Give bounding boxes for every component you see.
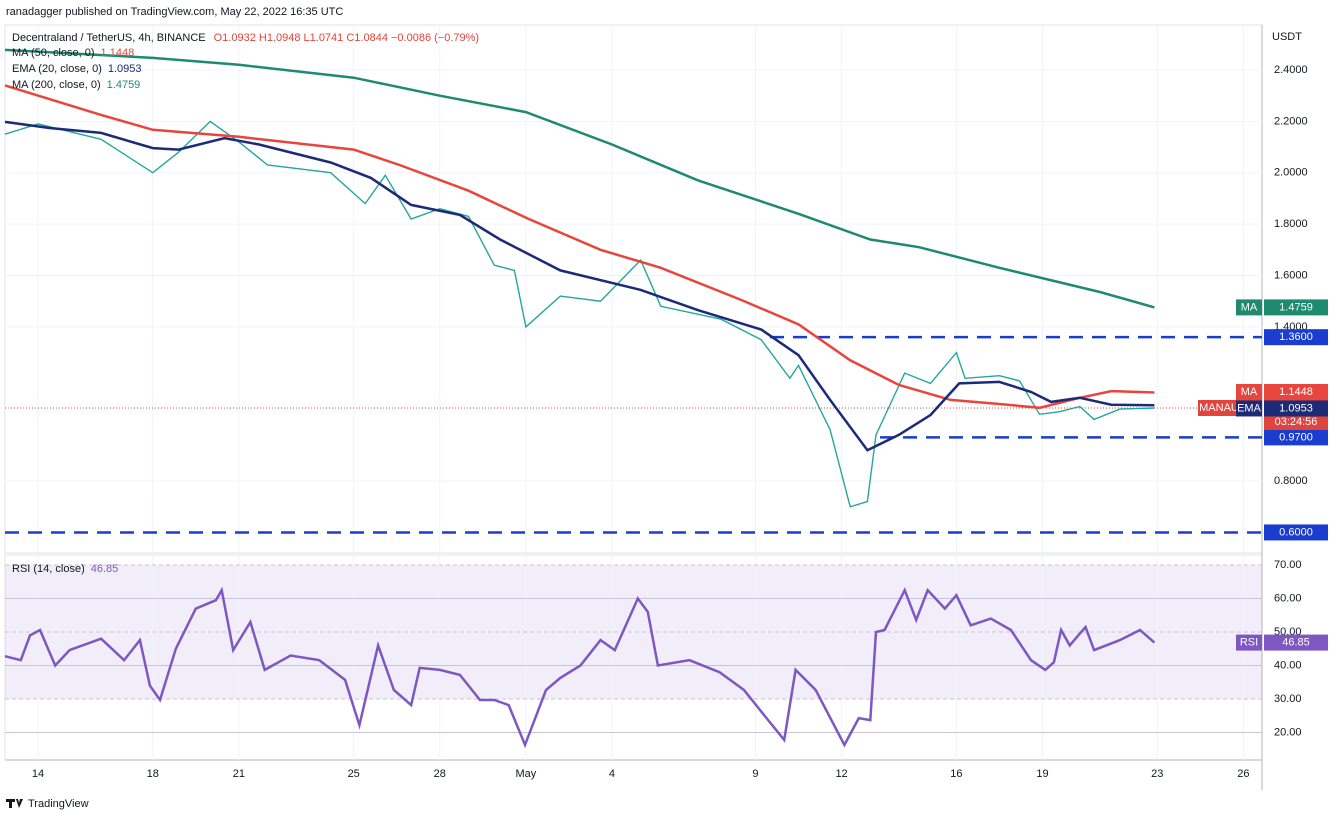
series-line	[4, 120, 1155, 508]
rsi-band	[5, 565, 1262, 700]
series-value-tag	[1264, 634, 1328, 651]
header: ranadagger published on TradingView.com,…	[6, 6, 343, 18]
legend-value: 1.1448	[101, 47, 135, 59]
series-line	[4, 120, 1155, 452]
level-tag	[1264, 329, 1328, 346]
legend-value: 1.0953	[108, 63, 142, 75]
y-tick-label: 2.2000	[1274, 115, 1308, 127]
x-tick-label: 16	[950, 768, 962, 780]
series-line	[4, 586, 1156, 749]
level-label: 1.3600	[1279, 331, 1313, 343]
legend-name: MA (200, close, 0)	[12, 79, 101, 91]
y-tick-label: 60.00	[1274, 592, 1302, 604]
y-tick-label: 40.00	[1274, 659, 1302, 671]
x-tick-label: 21	[233, 768, 245, 780]
series-tag	[1236, 634, 1262, 651]
x-tick-label: 9	[752, 768, 758, 780]
countdown: 03:24:56	[1275, 416, 1318, 428]
legend-name: RSI (14, close)	[12, 563, 85, 575]
y-tick-label: 70.00	[1274, 559, 1302, 571]
series-line	[4, 84, 1155, 410]
series-tag-name: RSI	[1240, 637, 1258, 649]
x-tick-label: 25	[348, 768, 360, 780]
y-tick-label: 2.4000	[1274, 64, 1308, 76]
y-tick-label: 1.8000	[1274, 218, 1308, 230]
legend-value: 1.4759	[107, 79, 141, 91]
series-value-tag	[1264, 383, 1328, 400]
series-tag-value: 1.1448	[1279, 386, 1313, 398]
level-label: 0.6000	[1279, 526, 1313, 538]
series-tag	[1236, 299, 1262, 316]
ohlc: O1.0932 H1.0948 L1.0741 C1.0844 −0.0086 …	[214, 32, 479, 44]
footer: TradingView	[28, 798, 89, 810]
level-tag	[1264, 524, 1328, 541]
x-tick-label: 28	[434, 768, 446, 780]
series-line	[4, 48, 1155, 309]
x-tick-label: May	[515, 768, 536, 780]
series-tag-value: 1.4759	[1279, 301, 1313, 313]
x-tick-label: 18	[147, 768, 159, 780]
y-tick-label: 0.8000	[1274, 475, 1308, 487]
series-tag	[1236, 400, 1262, 417]
y-tick-label: 20.00	[1274, 726, 1302, 738]
series-value-tag	[1264, 400, 1328, 417]
series-value-tag	[1264, 299, 1328, 316]
x-tick-label: 12	[835, 768, 847, 780]
series-tag	[1236, 383, 1262, 400]
level-tag	[1264, 429, 1328, 446]
series-tag-name: MA	[1241, 386, 1258, 398]
series-tag-value: 46.85	[1282, 637, 1310, 649]
series-tag-value: 1.0953	[1279, 402, 1313, 414]
footer-logo	[6, 799, 23, 808]
legend-name: MA (50, close, 0)	[12, 47, 95, 59]
y-tick-label: 1.6000	[1274, 269, 1308, 281]
axis-unit: USDT	[1272, 31, 1302, 43]
x-tick-label: 14	[32, 768, 44, 780]
x-tick-label: 23	[1151, 768, 1163, 780]
x-tick-label: 19	[1036, 768, 1048, 780]
series-tag-name: EMA	[1237, 402, 1262, 414]
y-tick-label: 2.0000	[1274, 167, 1308, 179]
legend-value: 46.85	[91, 563, 119, 575]
chart-title: Decentraland / TetherUS, 4h, BINANCE	[12, 32, 206, 44]
y-tick-label: 30.00	[1274, 693, 1302, 705]
legend-name: EMA (20, close, 0)	[12, 63, 102, 75]
level-label: 0.9700	[1279, 431, 1313, 443]
x-tick-label: 26	[1237, 768, 1249, 780]
x-tick-label: 4	[609, 768, 615, 780]
series-tag-name: MA	[1241, 301, 1258, 313]
